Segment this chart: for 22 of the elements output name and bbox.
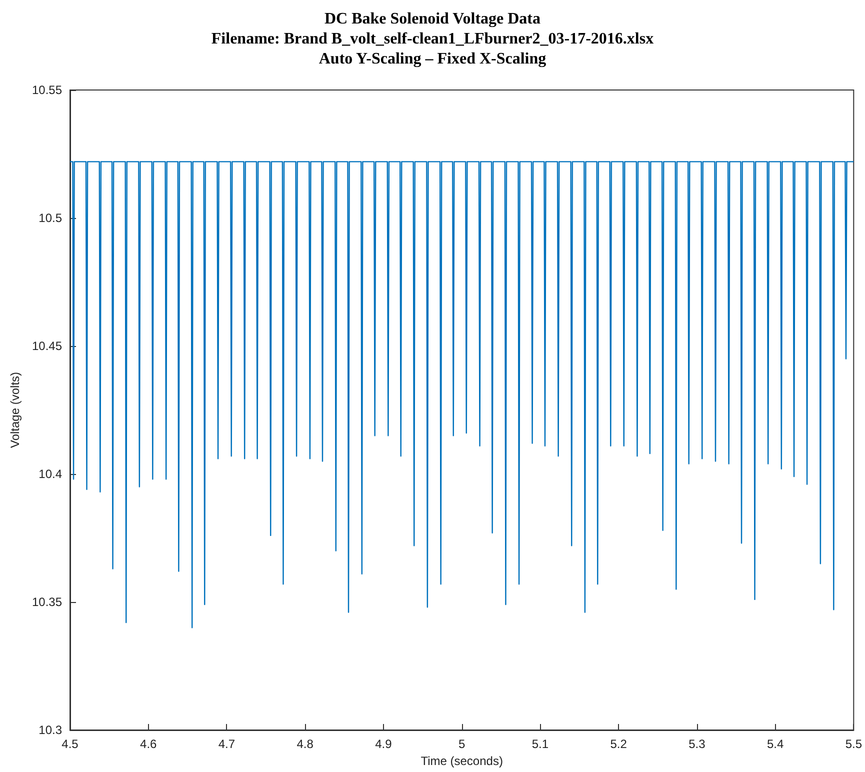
chart-subtitle: Filename: Brand B_volt_self-clean1_LFburner2_03-17-2016.xlsx Auto Y-Scaling – Fixed X-Scaling [211, 30, 654, 68]
x-tick-label: 4.5 [62, 737, 79, 751]
y-tick-label: 10.55 [32, 83, 62, 97]
y-tick-label: 10.3 [38, 723, 62, 737]
x-tick-label: 4.7 [218, 737, 236, 751]
x-tick-label: 5.5 [845, 737, 862, 751]
chart-title: DC Bake Solenoid Voltage Data [324, 10, 541, 28]
x-tick-label: 4.9 [375, 737, 392, 751]
x-tick-label: 5.1 [532, 737, 549, 751]
x-tick-label: 4.8 [296, 737, 314, 751]
y-tick-label: 10.5 [38, 211, 62, 225]
line-series [69, 161, 854, 628]
y-tick-label: 10.35 [32, 595, 62, 609]
y-tick-label: 10.4 [38, 467, 62, 481]
x-tick-label: 5.2 [610, 737, 628, 751]
x-tick-label: 4.6 [140, 737, 158, 751]
x-tick-label: 5.3 [688, 737, 706, 751]
x-axis-title: Time (seconds) [420, 754, 503, 768]
x-tick-label: 5 [458, 737, 466, 751]
x-tick-label: 5.4 [766, 737, 784, 751]
y-tick-label: 10.45 [32, 339, 62, 353]
y-axis-title: Voltage (volts) [8, 372, 22, 448]
